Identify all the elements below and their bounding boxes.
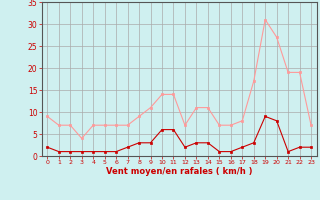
X-axis label: Vent moyen/en rafales ( km/h ): Vent moyen/en rafales ( km/h ) [106, 167, 252, 176]
